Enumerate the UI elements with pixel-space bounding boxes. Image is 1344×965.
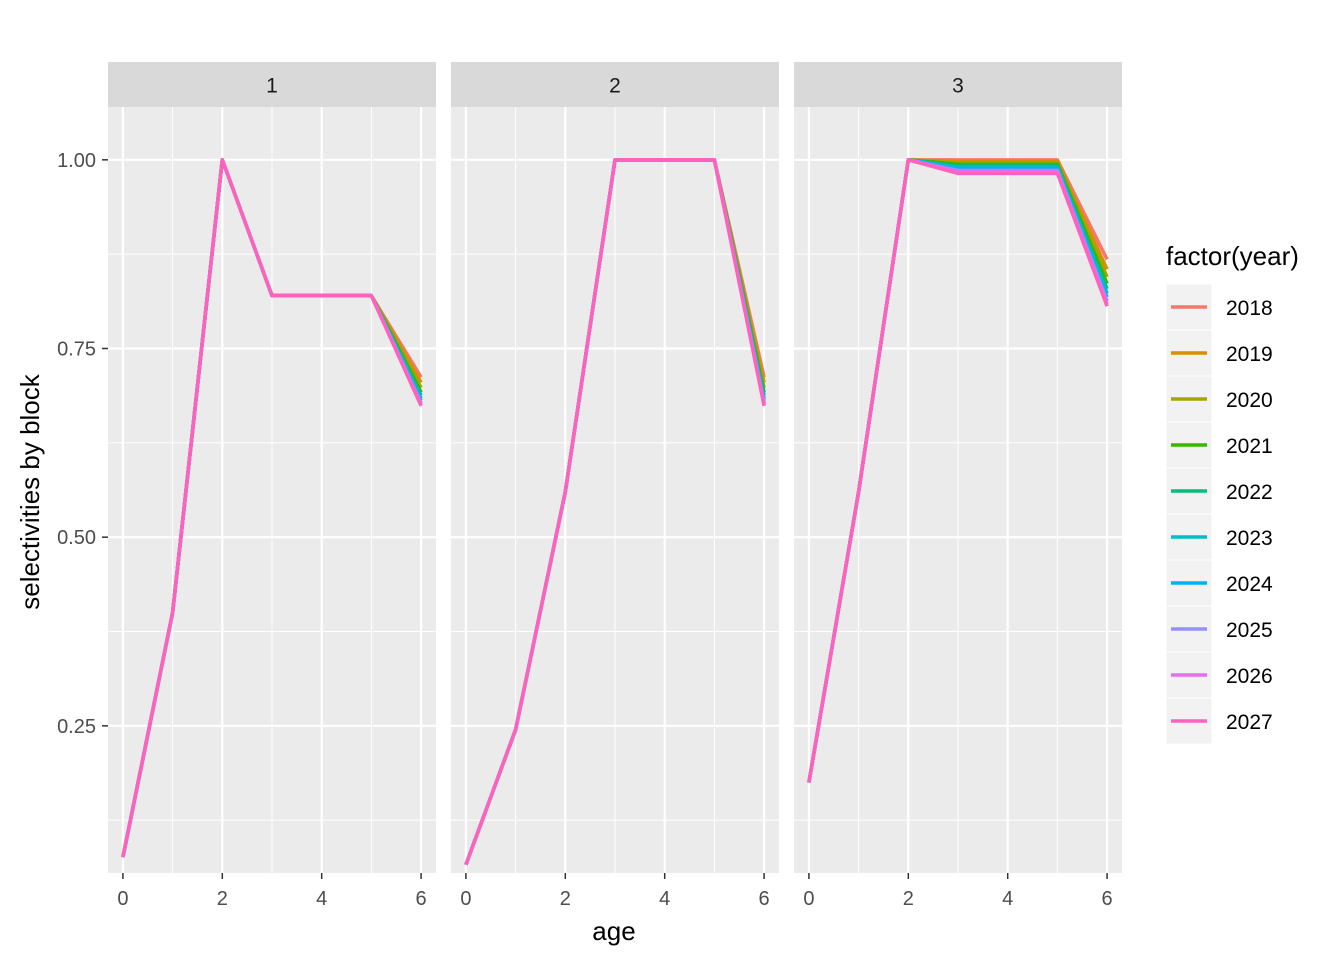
facet-strip-label: 3 (952, 75, 964, 98)
x-tick-label: 4 (1002, 888, 1013, 910)
legend-item-2025: 2025 (1165, 605, 1273, 653)
legend-label: 2027 (1226, 711, 1273, 734)
facet-panel-1: 1 0 2 4 6 0.25 0.50 0.75 1.00 (57, 62, 436, 910)
legend-label: 2020 (1226, 389, 1273, 412)
facet-strip-label: 1 (266, 75, 278, 98)
legend-label: 2019 (1226, 343, 1273, 366)
legend-keys: 2018 2019 2020 2021 2022 2023 2024 2025 2026 2027 (1165, 283, 1273, 745)
legend-label: 2018 (1226, 297, 1273, 320)
legend: factor(year) 2018 2019 2020 2021 2022 2023 202… (1165, 241, 1299, 745)
legend-title: factor(year) (1166, 241, 1299, 271)
legend-label: 2022 (1226, 481, 1273, 504)
legend-label: 2024 (1226, 573, 1273, 596)
series-line-2027 (464, 158, 766, 866)
legend-item-2026: 2026 (1165, 651, 1273, 699)
legend-label: 2023 (1226, 527, 1273, 550)
y-tick-label: 0.25 (57, 716, 96, 738)
legend-item-2022: 2022 (1165, 467, 1273, 515)
y-tick-label: 0.50 (57, 527, 96, 549)
facet-panel-3: 3 0 2 4 6 (794, 62, 1122, 910)
facet-strip (451, 62, 779, 107)
x-tick-label: 0 (460, 888, 471, 910)
x-tick-label: 2 (903, 888, 914, 910)
legend-item-2024: 2024 (1165, 559, 1273, 607)
facet-strip (794, 62, 1122, 107)
x-tick-label: 0 (803, 888, 814, 910)
x-tick-label: 4 (659, 888, 670, 910)
legend-label: 2026 (1226, 665, 1273, 688)
series-line-2027 (121, 158, 423, 858)
x-tick-label: 6 (1102, 888, 1113, 910)
x-tick-label: 2 (217, 888, 228, 910)
x-tick-label: 4 (316, 888, 327, 910)
series-line-2027 (807, 158, 1109, 783)
y-tick-label: 1.00 (57, 150, 96, 172)
legend-label: 2021 (1226, 435, 1273, 458)
x-tick-label: 6 (759, 888, 770, 910)
x-axis-title: age (592, 916, 635, 946)
legend-item-2027: 2027 (1165, 697, 1273, 745)
y-axis-title: selectivities by block (15, 373, 45, 610)
legend-item-2019: 2019 (1165, 329, 1273, 377)
legend-item-2021: 2021 (1165, 421, 1273, 469)
legend-item-2020: 2020 (1165, 375, 1273, 423)
facet-panels: 1 0 2 4 6 0.25 0.50 0.75 1.00 2 0 2 4 6 3 0 2 4 6 (57, 62, 1122, 910)
facet-strip-label: 2 (609, 75, 621, 98)
legend-label: 2025 (1226, 619, 1273, 642)
x-tick-label: 6 (416, 888, 427, 910)
x-tick-label: 2 (560, 888, 571, 910)
y-tick-label: 0.75 (57, 338, 96, 360)
facet-panel-2: 2 0 2 4 6 (451, 62, 779, 910)
x-tick-label: 0 (117, 888, 128, 910)
legend-item-2023: 2023 (1165, 513, 1273, 561)
facet-strip (108, 62, 436, 107)
